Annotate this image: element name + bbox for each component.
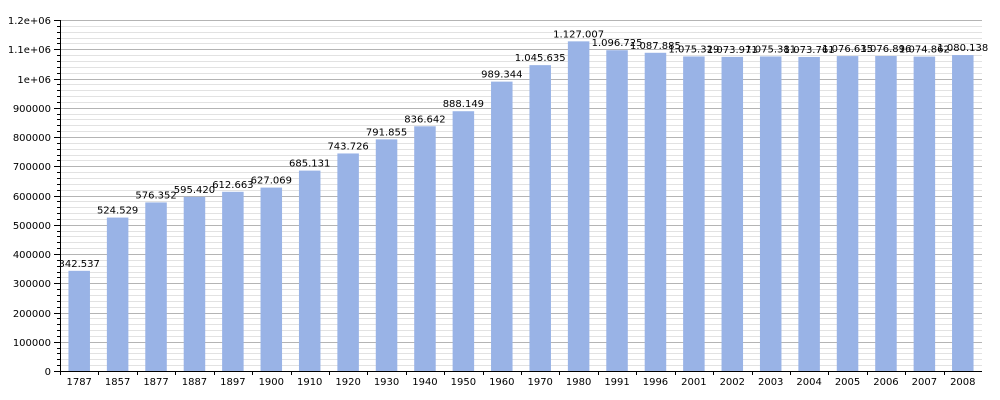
- x-tick-label: 1940: [412, 377, 437, 388]
- bar-2006: [875, 56, 897, 371]
- data-labels: 342.537 524.529 576.352595.420612.663627.0…: [59, 29, 989, 269]
- data-label-1897: 612.663: [212, 180, 253, 191]
- data-label-1970: 1.045.635: [515, 53, 566, 64]
- x-tick-label: 1900: [259, 377, 284, 388]
- grid: [60, 20, 982, 372]
- x-tick-label: 1857: [105, 377, 130, 388]
- x-tick-label: 2006: [873, 377, 898, 388]
- bar-1960: [491, 81, 513, 371]
- x-tick-label: 1970: [527, 377, 552, 388]
- data-label-2001: 1.075.329: [668, 44, 719, 55]
- bars: [68, 41, 974, 372]
- bar-1970: [529, 65, 551, 371]
- data-label-1877: 576.352: [135, 190, 176, 201]
- data-label-2008: 1.080.138: [937, 43, 988, 54]
- data-label-2004: 1.073.761: [784, 45, 835, 56]
- bar-1787: [68, 270, 90, 371]
- bar-2005: [836, 56, 859, 372]
- data-label-1887: 595.420: [174, 185, 215, 196]
- data-label-2005: 1.076.635: [822, 44, 873, 55]
- y-tick-label: 1.1e+06: [8, 45, 51, 56]
- data-label-1991: 1.096.725: [592, 38, 643, 49]
- data-label-1857: 524.529: [97, 206, 138, 217]
- x-tick-label: 2004: [796, 377, 821, 388]
- y-tick-label: 100000: [13, 338, 51, 349]
- bar-1877: [145, 202, 167, 371]
- y-tick-label: 300000: [13, 279, 51, 290]
- y-tick-label: 500000: [13, 221, 51, 232]
- axes: [54, 20, 982, 375]
- x-tick-label: 1960: [489, 377, 514, 388]
- x-tick-label: 2003: [758, 377, 783, 388]
- x-tick-label: 1950: [451, 377, 476, 388]
- bar-1900: [260, 187, 283, 371]
- data-label-1910: 685.131: [289, 159, 330, 170]
- bar-2003: [759, 56, 782, 372]
- data-label-1980: 1.127.007: [553, 29, 604, 40]
- bar-1930: [375, 139, 398, 371]
- x-tick-label: 2002: [720, 377, 745, 388]
- bar-2002: [721, 56, 744, 371]
- y-tick-label: 0: [45, 367, 51, 378]
- bar-1980: [567, 41, 590, 371]
- bar-1920: [337, 153, 359, 371]
- data-label-1920: 743.726: [327, 141, 368, 152]
- x-tick-label: 1877: [143, 377, 168, 388]
- x-tick-label: 1910: [297, 377, 322, 388]
- y-tick-label: 1.2e+06: [8, 16, 51, 27]
- y-tick-label: 600000: [13, 192, 51, 203]
- y-tick-label: 900000: [13, 104, 51, 115]
- bar-2001: [683, 56, 705, 371]
- x-axis-ticks: 1787 1857 1877 1887 1897 1900 1910 1920 1930 1940…: [66, 377, 975, 388]
- data-label-1787: 342.537: [59, 259, 100, 270]
- bar-1950: [452, 111, 475, 371]
- x-tick-label: 2001: [681, 377, 706, 388]
- y-axis-ticks: 0 100000 200000 300000 400000 500000 600000 700…: [8, 16, 51, 378]
- data-label-2003: 1.075.381: [745, 44, 796, 55]
- bar-1910: [298, 170, 321, 371]
- bar-2004: [798, 56, 820, 372]
- data-label-2006: 1.076.896: [861, 44, 912, 55]
- y-tick-label: 1e+06: [17, 75, 51, 86]
- y-tick-label: 700000: [13, 162, 51, 173]
- x-tick-label: 2008: [950, 377, 975, 388]
- data-label-1940: 836.642: [404, 114, 445, 125]
- data-label-1960: 989.344: [481, 70, 522, 81]
- y-tick-label: 200000: [13, 309, 51, 320]
- bar-1991: [606, 50, 628, 371]
- bar-1996: [644, 52, 667, 371]
- x-tick-label: 1787: [66, 377, 91, 388]
- x-tick-label: 1887: [182, 377, 207, 388]
- bar-1857: [106, 217, 129, 371]
- data-label-1950: 888.149: [443, 99, 484, 110]
- x-tick-label: 2007: [912, 377, 937, 388]
- bar-1887: [183, 196, 206, 371]
- data-label-1900: 627.069: [251, 176, 292, 187]
- x-tick-label: 1996: [643, 377, 668, 388]
- y-tick-label: 400000: [13, 250, 51, 261]
- bar-2008: [952, 55, 974, 372]
- x-tick-label: 2005: [835, 377, 860, 388]
- x-tick-label: 1980: [566, 377, 591, 388]
- data-label-2007: 1.074.862: [899, 45, 950, 56]
- data-label-1930: 791.855: [366, 127, 407, 138]
- bar-1897: [222, 191, 244, 371]
- x-tick-label: 1991: [604, 377, 629, 388]
- x-tick-label: 1897: [220, 377, 245, 388]
- x-tick-label: 1920: [335, 377, 360, 388]
- data-label-1996: 1.087.885: [630, 41, 681, 52]
- bar-2007: [913, 56, 936, 371]
- bar-1940: [414, 126, 436, 371]
- x-tick-label: 1930: [374, 377, 399, 388]
- y-tick-label: 800000: [13, 133, 51, 144]
- data-label-2002: 1.073.971: [707, 45, 758, 56]
